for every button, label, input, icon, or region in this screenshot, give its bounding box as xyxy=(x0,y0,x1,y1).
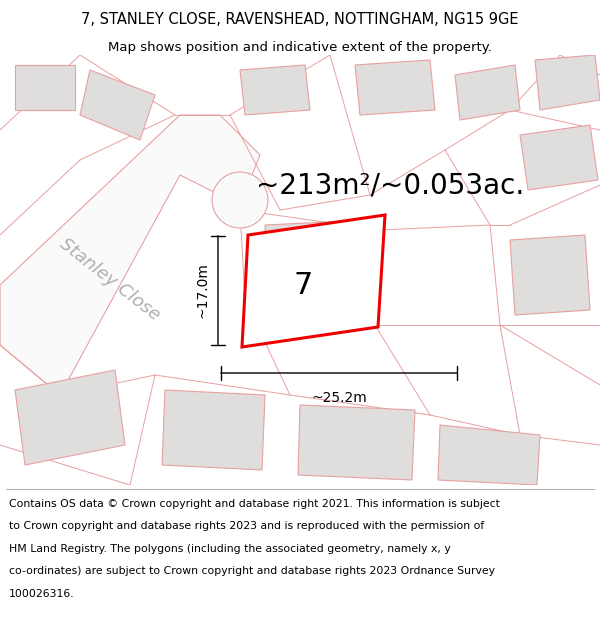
Polygon shape xyxy=(240,65,310,115)
Text: 7: 7 xyxy=(293,271,313,301)
Polygon shape xyxy=(298,405,415,480)
Text: Contains OS data © Crown copyright and database right 2021. This information is : Contains OS data © Crown copyright and d… xyxy=(9,499,500,509)
Polygon shape xyxy=(510,235,590,315)
Text: co-ordinates) are subject to Crown copyright and database rights 2023 Ordnance S: co-ordinates) are subject to Crown copyr… xyxy=(9,566,495,576)
Polygon shape xyxy=(455,65,520,120)
Polygon shape xyxy=(162,390,265,470)
Polygon shape xyxy=(355,60,435,115)
Text: to Crown copyright and database rights 2023 and is reproduced with the permissio: to Crown copyright and database rights 2… xyxy=(9,521,484,531)
Polygon shape xyxy=(0,115,260,395)
Text: Map shows position and indicative extent of the property.: Map shows position and indicative extent… xyxy=(108,41,492,54)
Circle shape xyxy=(212,172,268,228)
Polygon shape xyxy=(520,125,598,190)
Text: Stanley Close: Stanley Close xyxy=(56,235,164,325)
Polygon shape xyxy=(265,220,372,315)
Polygon shape xyxy=(15,65,75,110)
Text: ~213m²/~0.053ac.: ~213m²/~0.053ac. xyxy=(256,172,524,200)
Polygon shape xyxy=(438,425,540,485)
Text: ~17.0m: ~17.0m xyxy=(195,262,209,318)
Text: ~25.2m: ~25.2m xyxy=(311,391,367,405)
Polygon shape xyxy=(15,370,125,465)
Polygon shape xyxy=(242,215,385,347)
Text: 7, STANLEY CLOSE, RAVENSHEAD, NOTTINGHAM, NG15 9GE: 7, STANLEY CLOSE, RAVENSHEAD, NOTTINGHAM… xyxy=(81,12,519,27)
Text: 100026316.: 100026316. xyxy=(9,589,74,599)
Text: HM Land Registry. The polygons (including the associated geometry, namely x, y: HM Land Registry. The polygons (includin… xyxy=(9,544,451,554)
Polygon shape xyxy=(535,55,600,110)
Polygon shape xyxy=(80,70,155,140)
